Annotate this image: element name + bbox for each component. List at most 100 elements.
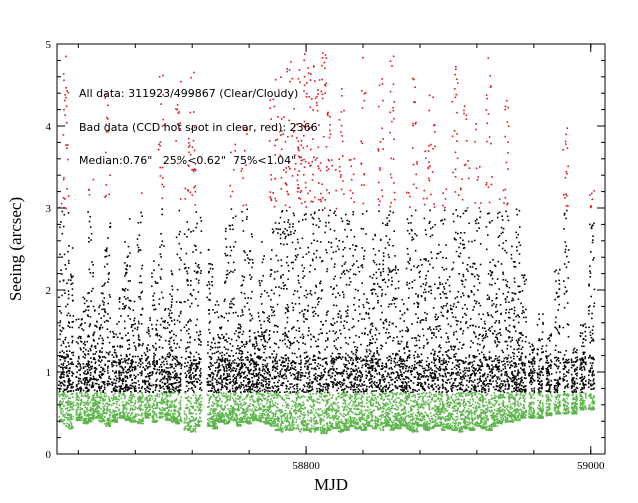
data-point (266, 386, 269, 389)
data-point (58, 416, 61, 418)
data-point (219, 415, 222, 418)
data-point (126, 377, 129, 380)
data-point (260, 416, 262, 419)
data-point (174, 376, 176, 378)
data-point (221, 381, 224, 383)
data-point (58, 380, 61, 383)
data-point (293, 232, 295, 235)
data-point (173, 406, 176, 409)
data-point (86, 377, 88, 379)
data-point (229, 367, 232, 370)
data-point (284, 327, 287, 329)
data-point (272, 360, 274, 363)
data-point (169, 309, 172, 312)
data-point (217, 366, 219, 368)
data-point (62, 342, 65, 345)
data-point (106, 423, 108, 426)
data-point (193, 428, 195, 431)
data-point (84, 370, 86, 373)
data-point (161, 416, 163, 419)
data-point (187, 146, 190, 148)
data-point (230, 405, 232, 407)
data-point (263, 372, 266, 375)
data-point (191, 419, 193, 422)
data-point (257, 383, 260, 385)
data-point (232, 390, 234, 392)
data-point (103, 356, 106, 358)
data-point (208, 312, 210, 315)
data-point (252, 360, 254, 363)
data-point (118, 372, 120, 375)
data-point (179, 312, 182, 315)
data-point (67, 250, 69, 253)
data-point (268, 383, 270, 385)
data-point (222, 409, 224, 411)
data-point (225, 348, 227, 350)
data-point (118, 321, 120, 323)
data-point (279, 233, 282, 236)
data-point (132, 360, 134, 363)
data-point (242, 384, 244, 386)
data-point (92, 264, 94, 266)
data-point (108, 377, 110, 379)
data-point (245, 164, 247, 167)
data-point (118, 370, 121, 372)
data-point (229, 413, 232, 416)
data-point (179, 230, 181, 233)
data-point (221, 359, 224, 361)
data-point (111, 362, 113, 364)
data-point (261, 261, 264, 264)
data-point (269, 387, 271, 389)
data-point (67, 375, 70, 377)
data-point (111, 363, 113, 366)
data-point (126, 418, 128, 421)
data-point (63, 351, 65, 354)
data-point (98, 402, 100, 405)
data-point (220, 412, 223, 414)
data-point (214, 407, 216, 410)
data-point (199, 330, 202, 333)
data-point (213, 391, 215, 393)
data-point (77, 377, 80, 380)
data-point (172, 355, 174, 358)
data-point (175, 108, 177, 110)
data-point (131, 366, 134, 369)
data-point (121, 379, 123, 382)
data-point (123, 412, 125, 414)
data-point (265, 397, 267, 400)
data-point (59, 333, 62, 336)
data-point (231, 362, 233, 364)
data-point (280, 384, 282, 386)
data-point (154, 395, 157, 397)
data-point (71, 247, 74, 249)
data-point (243, 386, 245, 389)
data-point (93, 403, 95, 406)
data-point (264, 376, 267, 379)
data-point (168, 340, 171, 343)
data-point (66, 385, 69, 387)
data-point (58, 394, 60, 396)
data-point (90, 377, 92, 380)
data-point (240, 381, 242, 384)
data-point (69, 390, 71, 392)
data-point (140, 404, 143, 406)
data-point (251, 235, 253, 238)
data-point (209, 395, 212, 398)
data-point (108, 375, 111, 378)
data-point (189, 341, 191, 344)
data-point (208, 355, 211, 358)
data-point (87, 211, 89, 213)
data-point (83, 382, 86, 384)
data-point (125, 334, 127, 337)
data-point (246, 406, 249, 409)
data-point (251, 258, 254, 261)
data-point (168, 314, 170, 317)
data-point (168, 352, 171, 354)
data-point (191, 194, 194, 196)
data-point (142, 420, 144, 422)
data-point (155, 380, 157, 382)
data-point (131, 361, 133, 363)
data-point (224, 238, 227, 240)
data-point (160, 378, 163, 381)
data-point (63, 213, 66, 216)
